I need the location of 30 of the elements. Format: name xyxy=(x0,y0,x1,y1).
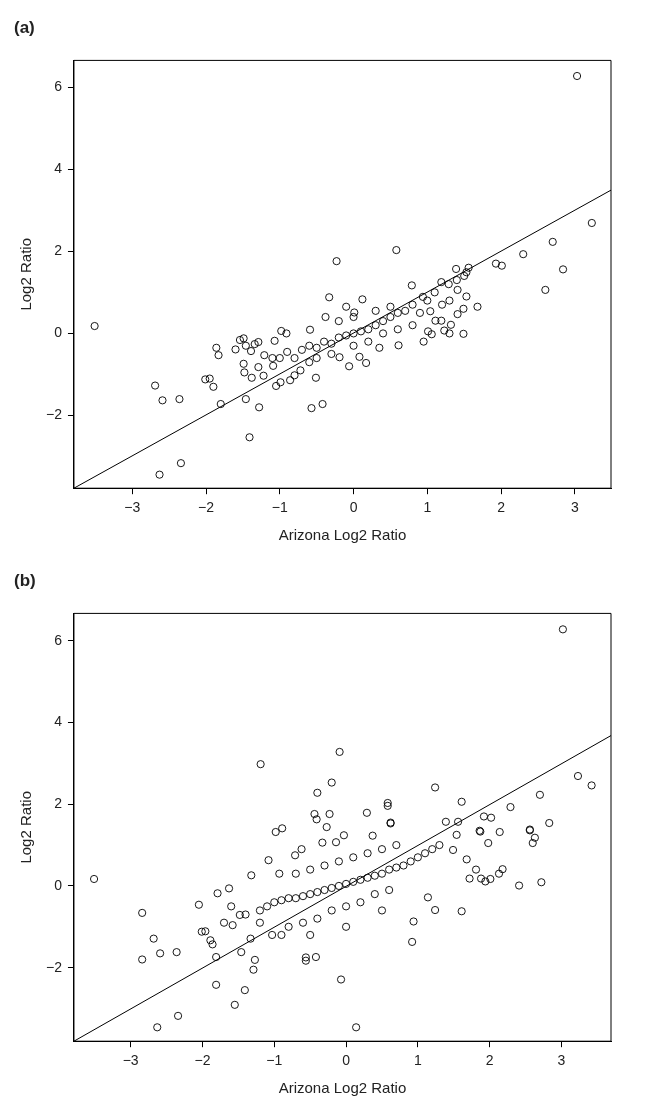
x-tick-label: −3 xyxy=(122,1052,139,1069)
x-tick-label: −1 xyxy=(266,1052,283,1069)
y-tick-label: 6 xyxy=(54,77,63,94)
y-tick-label: 2 xyxy=(54,795,63,812)
x-axis-title: Arizona Log2 Ratio xyxy=(278,1079,407,1097)
x-tick-label: 0 xyxy=(349,499,358,516)
chart-title: (b) xyxy=(14,570,36,590)
x-tick-label: 3 xyxy=(557,1052,566,1069)
x-tick-label: −1 xyxy=(271,499,288,516)
x-axis-title: Arizona Log2 Ratio xyxy=(278,526,407,544)
y-tick-label: −2 xyxy=(45,406,63,423)
x-tick-label: 2 xyxy=(497,499,506,516)
x-tick-label: 2 xyxy=(485,1052,494,1069)
y-tick-label: 4 xyxy=(54,160,63,177)
x-tick-label: −2 xyxy=(198,499,215,516)
y-axis-title: Log2 Ratio xyxy=(17,791,35,864)
y-tick-label: 2 xyxy=(54,242,63,259)
y-tick-label: 0 xyxy=(54,324,63,341)
x-tick-label: 1 xyxy=(423,499,432,516)
x-tick-label: 1 xyxy=(413,1052,422,1069)
x-tick-label: 0 xyxy=(342,1052,351,1069)
y-tick-label: −2 xyxy=(45,958,63,975)
y-axis-title: Log2 Ratio xyxy=(17,238,35,311)
y-tick-label: 6 xyxy=(54,631,63,648)
x-tick-label: 3 xyxy=(570,499,579,516)
y-tick-label: 4 xyxy=(54,713,63,730)
chart-title: (a) xyxy=(14,17,35,37)
y-tick-label: 0 xyxy=(54,876,63,893)
x-tick-label: −3 xyxy=(124,499,141,516)
x-tick-label: −2 xyxy=(194,1052,211,1069)
